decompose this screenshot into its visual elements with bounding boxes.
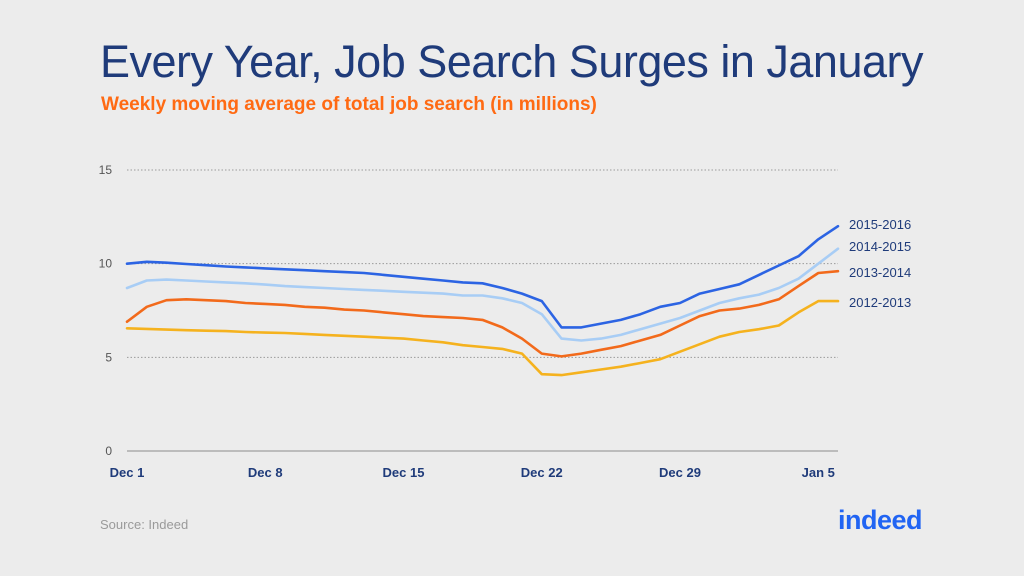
x-tick-label: Dec 8 xyxy=(248,465,283,480)
x-tick-label: Dec 1 xyxy=(110,465,145,480)
indeed-logo: indeed xyxy=(838,505,923,535)
y-tick-label: 0 xyxy=(105,444,112,458)
series-label: 2014-2015 xyxy=(849,239,911,254)
series-label: 2013-2014 xyxy=(849,265,911,280)
series-line-2014-2015 xyxy=(125,247,840,342)
chart-subtitle: Weekly moving average of total job searc… xyxy=(101,94,597,115)
series-line-2015-2016 xyxy=(125,224,840,329)
series-label: 2015-2016 xyxy=(849,217,911,232)
x-tick-label: Dec 22 xyxy=(521,465,563,480)
series-line-2013-2014 xyxy=(125,269,840,358)
y-tick-label: 5 xyxy=(105,350,112,364)
y-tick-label: 10 xyxy=(99,257,113,271)
x-tick-label: Dec 15 xyxy=(383,465,425,480)
series-label: 2012-2013 xyxy=(849,295,911,310)
x-tick-label: Dec 29 xyxy=(659,465,701,480)
series-line-2012-2013 xyxy=(125,299,840,377)
source-note: Source: Indeed xyxy=(100,517,189,532)
x-tick-label: Jan 5 xyxy=(802,465,835,480)
chart-title: Every Year, Job Search Surges in January xyxy=(100,36,924,87)
y-tick-label: 15 xyxy=(99,163,113,177)
